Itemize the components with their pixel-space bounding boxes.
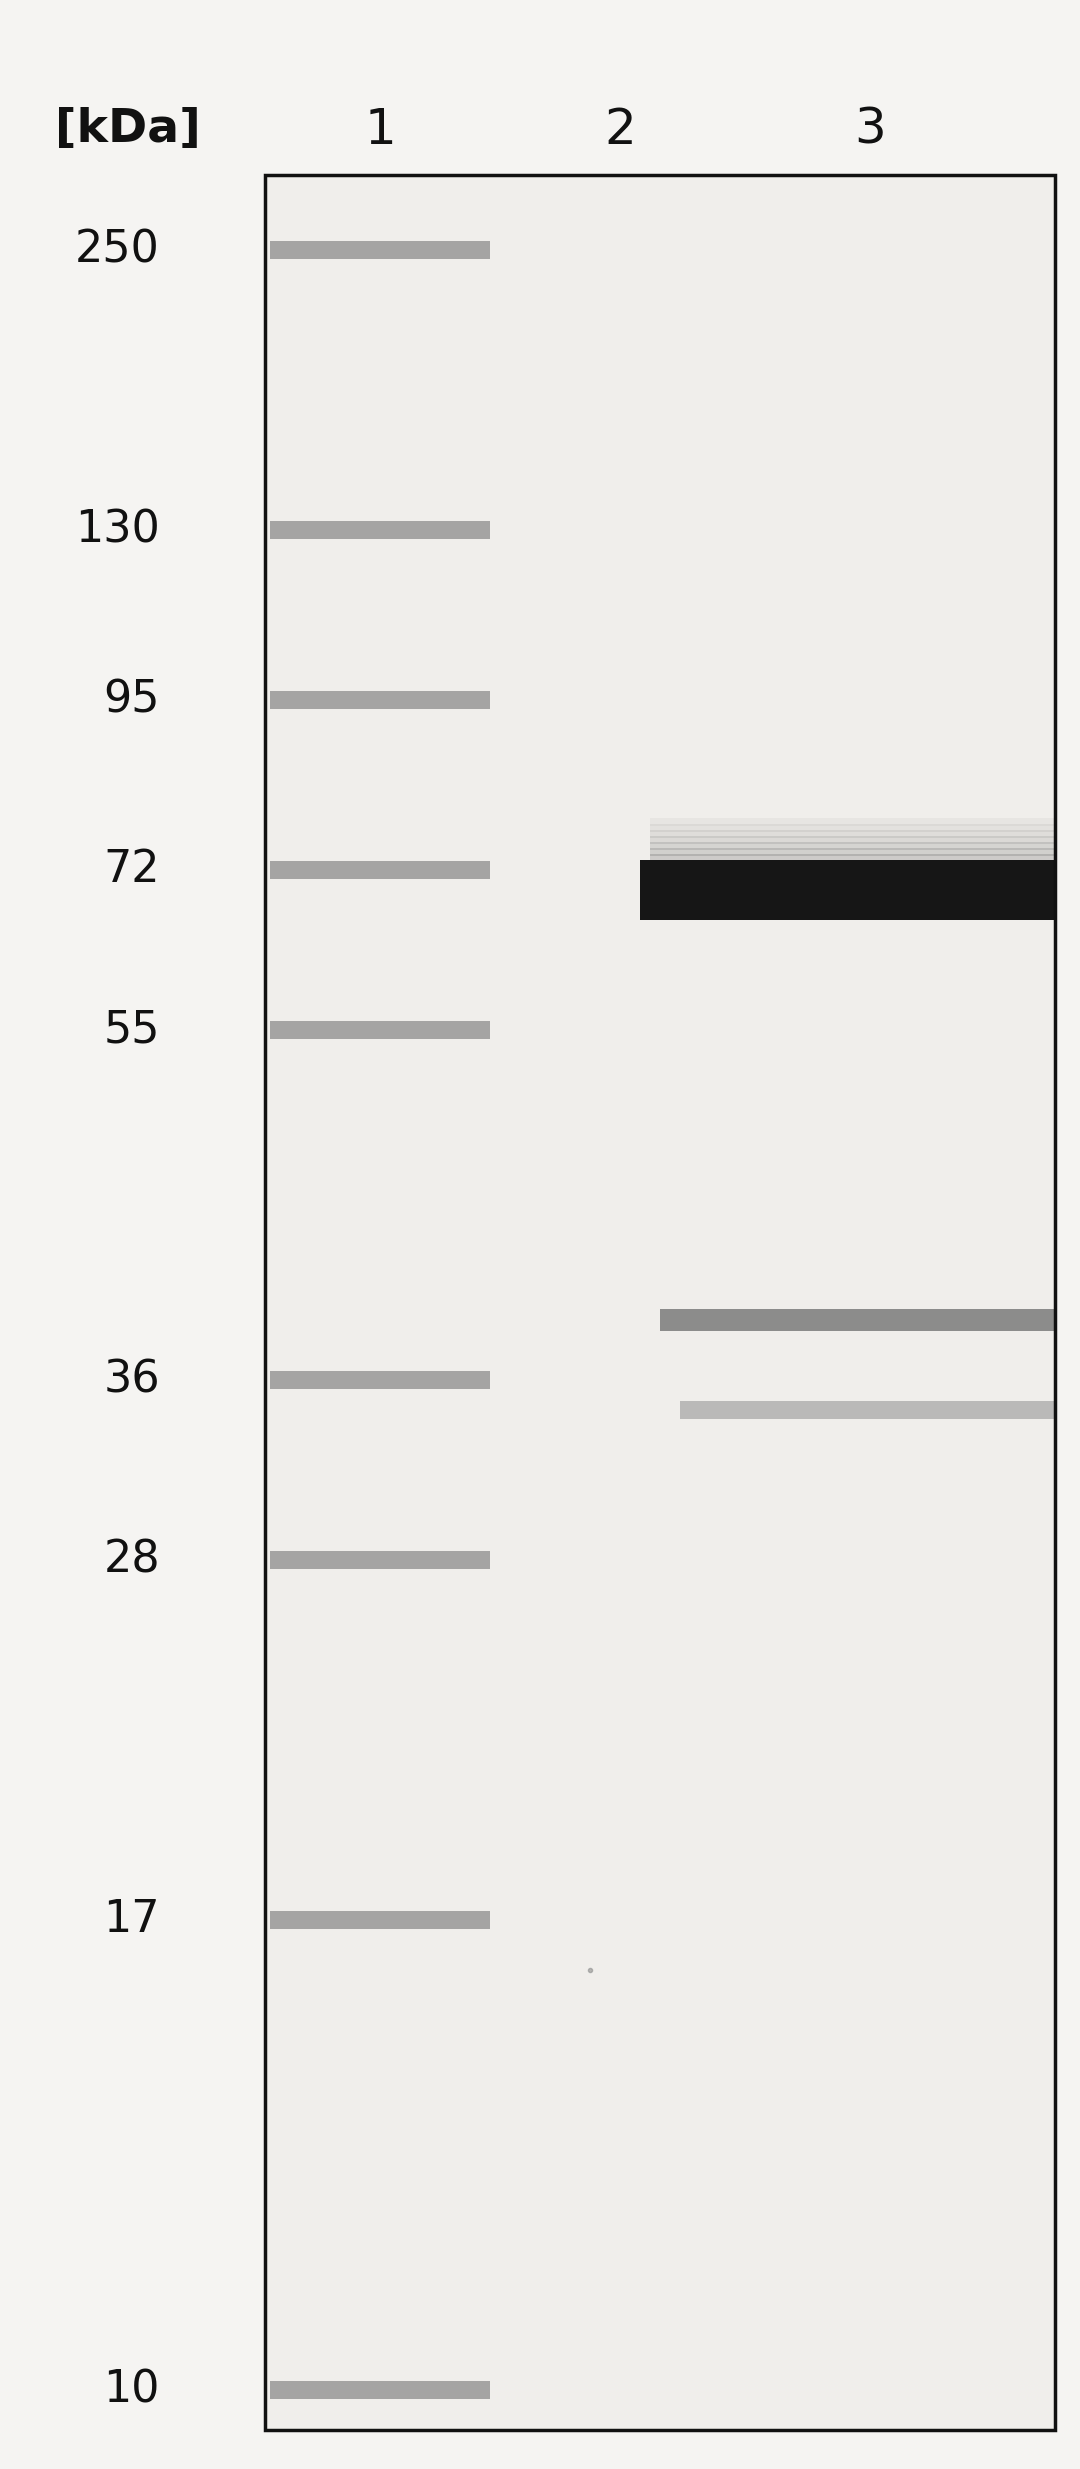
Bar — [650, 825, 1055, 832]
Text: 72: 72 — [104, 849, 160, 891]
Bar — [650, 842, 1055, 849]
Bar — [270, 2380, 490, 2400]
Bar — [680, 1400, 1055, 1420]
Bar — [650, 854, 1055, 862]
Bar — [270, 242, 490, 259]
Text: 36: 36 — [104, 1358, 160, 1402]
Text: 1: 1 — [364, 106, 396, 153]
Bar — [265, 175, 1055, 2429]
Bar — [270, 1022, 490, 1039]
Bar — [650, 847, 1055, 857]
Bar — [640, 859, 1055, 921]
Bar — [650, 830, 1055, 837]
Bar — [650, 817, 1055, 827]
Text: 3: 3 — [854, 106, 886, 153]
Text: 10: 10 — [104, 2368, 160, 2412]
Text: 28: 28 — [104, 1538, 160, 1583]
Text: [kDa]: [kDa] — [55, 109, 201, 153]
Text: 130: 130 — [76, 509, 160, 551]
Text: 250: 250 — [76, 230, 160, 272]
Bar — [270, 691, 490, 709]
Bar — [650, 837, 1055, 844]
Bar — [650, 859, 1055, 869]
Text: 2: 2 — [604, 106, 636, 153]
Bar — [270, 521, 490, 538]
Bar — [270, 1370, 490, 1390]
Bar — [270, 1551, 490, 1568]
Text: 55: 55 — [104, 1007, 160, 1052]
Bar — [270, 862, 490, 879]
Bar — [265, 175, 1055, 2429]
Bar — [270, 1911, 490, 1928]
Text: 17: 17 — [104, 1899, 160, 1941]
Bar — [660, 1309, 1055, 1331]
Text: 95: 95 — [104, 679, 160, 721]
